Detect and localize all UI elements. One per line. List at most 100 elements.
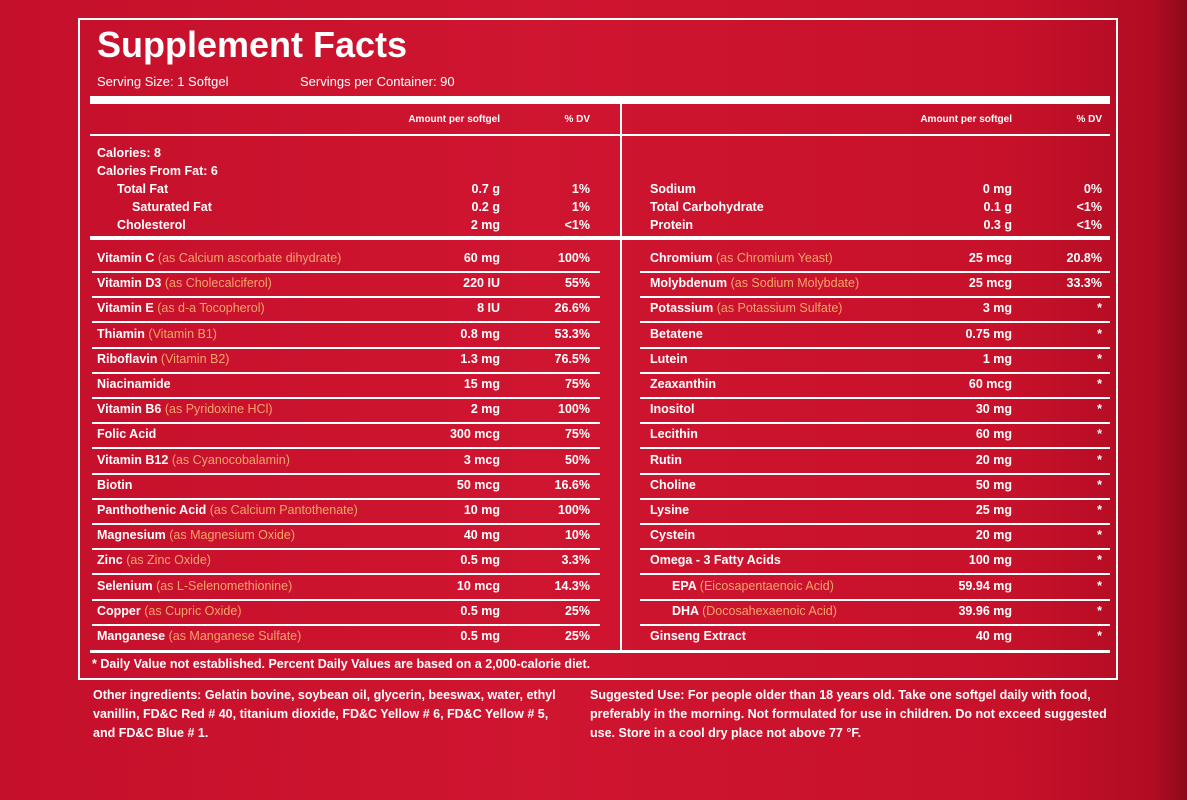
amount: 0.5 mg: [460, 603, 500, 618]
amount: 100 mg: [968, 553, 1012, 568]
nutrient: Riboflavin: [97, 351, 158, 366]
nutrient-name: Cystein: [650, 528, 695, 542]
nutrient-name: Manganese (as Manganese Sulfate): [97, 629, 301, 643]
nutrient: Zinc: [97, 553, 123, 568]
source: (Vitamin B1): [148, 326, 217, 341]
nutrient-name: Lysine: [650, 503, 689, 517]
row-rule: [92, 346, 600, 349]
source: (as L-Selenomethionine): [156, 578, 293, 593]
daily-value: *: [1097, 402, 1102, 417]
row-rule: [92, 573, 600, 576]
amount: 0 mg: [982, 182, 1012, 196]
source: (Vitamin B2): [160, 351, 230, 366]
row-rule: [640, 548, 1110, 551]
amount: 0.3 g: [983, 218, 1013, 232]
nutrient-name: Chromium (as Chromium Yeast): [650, 251, 833, 265]
row-rule: [92, 523, 600, 525]
nutrient-name: Zinc (as Zinc Oxide): [97, 553, 211, 567]
nutrient-name: Vitamin B6 (as Pyridoxine HCl): [97, 402, 273, 416]
row-rule: [640, 598, 1110, 601]
serving-size: Serving Size: 1 Softgel: [97, 74, 229, 89]
amount: 60 mg: [975, 427, 1012, 442]
daily-value: 0%: [1083, 182, 1102, 196]
daily-value: 75%: [564, 427, 590, 442]
nutrient: Lutein: [650, 351, 688, 366]
daily-value: *: [1097, 477, 1102, 492]
nutrient: Copper: [97, 603, 141, 618]
daily-value: *: [1097, 452, 1102, 467]
daily-value: 26.6%: [554, 301, 590, 316]
nutrient-name: Rutin: [650, 453, 682, 467]
nutrient: Vitamin B6: [97, 402, 162, 417]
row-rule: [640, 296, 1110, 299]
nutrient: Folic Acid: [97, 427, 157, 442]
amount: 59.94 mg: [958, 578, 1012, 593]
daily-value: 50%: [564, 452, 590, 467]
nutrient-name: Saturated Fat: [132, 200, 212, 214]
nutrient: Ginseng Extract: [650, 629, 746, 643]
row-rule: [640, 623, 1110, 626]
nutrient-name: Vitamin B12 (as Cyanocobalamin): [97, 453, 290, 467]
nutrient: Manganese: [97, 629, 166, 643]
nutrient-name: Potassium (as Potassium Sulfate): [650, 301, 842, 315]
source: (as Zinc Oxide): [126, 553, 211, 568]
amount: 39.96 mg: [958, 603, 1012, 618]
nutrient-name: Cholesterol: [117, 218, 186, 232]
suggested-use: Suggested Use: For people older than 18 …: [590, 688, 1107, 740]
amount: 25 mg: [975, 503, 1012, 517]
nutrient: Vitamin B12: [97, 452, 169, 467]
row-rule: [640, 497, 1110, 500]
daily-value: <1%: [1076, 218, 1102, 232]
row-rule: [92, 447, 600, 450]
nutrient-name: Zeaxanthin: [650, 377, 716, 391]
amount: 20 mg: [975, 452, 1012, 467]
source: (Docosahexaenoic Acid): [702, 603, 837, 618]
thick-rule: [90, 96, 1110, 104]
amount: 0.75 mg: [965, 326, 1012, 341]
calories: Calories From Fat: 6: [97, 164, 218, 178]
amount: 1.3 mg: [460, 351, 500, 366]
nutrient: Thiamin: [97, 326, 145, 341]
daily-value: 25%: [564, 603, 590, 618]
nutrient: Vitamin C: [97, 251, 155, 265]
row-rule: [92, 623, 600, 626]
nutrient-name: Total Fat: [117, 182, 169, 196]
nutrient-name: Panthothenic Acid (as Calcium Pantothena…: [97, 503, 358, 517]
row-rule: [92, 422, 600, 425]
nutrient-name: Magnesium (as Magnesium Oxide): [97, 528, 295, 542]
nutrient-name: Choline: [650, 478, 696, 492]
daily-value: 3.3%: [561, 553, 591, 568]
daily-value: *: [1097, 629, 1102, 643]
rule: [90, 236, 1110, 240]
rule: [90, 134, 1110, 136]
row-rule: [640, 447, 1110, 450]
amount: 60 mg: [463, 251, 500, 265]
amount: 25 mcg: [968, 251, 1012, 265]
nutrient-name: Niacinamide: [97, 377, 171, 391]
row-rule: [640, 397, 1110, 399]
daily-value: *: [1097, 553, 1102, 568]
source: (as Potassium Sulfate): [716, 301, 843, 316]
nutrient: Panthothenic Acid: [97, 503, 207, 517]
nutrient-name: Riboflavin (Vitamin B2): [97, 352, 229, 366]
daily-value: *: [1097, 427, 1102, 442]
source: (as Sodium Molybdate): [730, 276, 860, 291]
amount: 0.1 g: [983, 200, 1013, 214]
row-rule: [640, 321, 1110, 324]
nutrient: Vitamin E: [97, 301, 154, 316]
source: (as Manganese Sulfate): [168, 629, 302, 643]
nutrient: Rutin: [650, 452, 682, 467]
nutrient-name: DHA (Docosahexaenoic Acid): [672, 604, 837, 618]
daily-value: 100%: [558, 402, 590, 417]
amount: 40 mg: [975, 629, 1012, 643]
nutrient: Zeaxanthin: [650, 377, 716, 391]
nutrient: Potassium: [650, 301, 714, 316]
daily-value: *: [1097, 578, 1102, 593]
daily-value: *: [1097, 377, 1102, 391]
facts-box: [78, 18, 1118, 680]
nutrient: Biotin: [97, 477, 133, 492]
amount: 20 mg: [975, 528, 1012, 543]
nutrient-name: Copper (as Cupric Oxide): [97, 604, 241, 618]
row-rule: [640, 472, 1110, 475]
